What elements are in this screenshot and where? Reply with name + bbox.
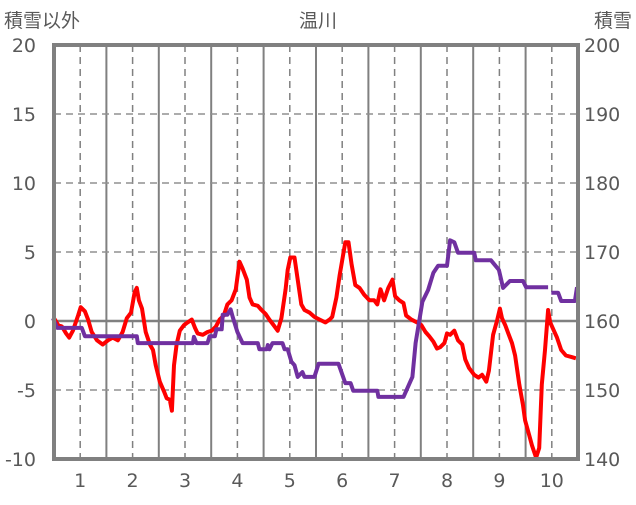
x-tick-label: 2 (127, 470, 139, 492)
y-right-tick-label: 200 (584, 35, 620, 57)
y-right-tick-label: 150 (584, 380, 620, 402)
x-tick-label: 3 (179, 470, 191, 492)
left-axis-label: 積雪以外 (4, 10, 80, 32)
x-tick-label: 8 (441, 470, 453, 492)
y-right-tick-label: 180 (584, 173, 620, 195)
plot-border (52, 43, 580, 461)
series-lines (51, 238, 579, 460)
x-tick-label: 1 (74, 470, 86, 492)
right-axis-label: 積雪 (594, 10, 632, 32)
y-right-tick-label: 190 (584, 104, 620, 126)
x-tick-label: 5 (284, 470, 296, 492)
y-left-tick-label: 0 (24, 311, 36, 333)
y-left-tick-label: 20 (12, 35, 36, 57)
y-right-tick-label: 170 (584, 242, 620, 264)
tick-labels: 1 2 3 4 5 6 7 8 9 10 20 15 10 5 0 -5 -10 200 190 180 170 160 1… (5, 35, 620, 492)
y-right-tick-label: 140 (584, 449, 620, 471)
x-tick-label: 7 (389, 470, 401, 492)
x-tick-label: 9 (493, 470, 505, 492)
series-line-temperature (52, 240, 577, 460)
series-line-snow-depth (51, 238, 579, 399)
x-tick-label: 10 (540, 470, 564, 492)
y-left-tick-label: 15 (12, 104, 36, 126)
x-tick-label: 6 (336, 470, 348, 492)
y-right-tick-label: 160 (584, 311, 620, 333)
grid (54, 45, 578, 459)
y-left-tick-label: -5 (17, 380, 36, 402)
y-left-tick-label: -10 (5, 449, 36, 471)
chart-title: 温川 (299, 10, 337, 32)
y-left-tick-label: 5 (24, 242, 36, 264)
x-tick-label: 4 (231, 470, 243, 492)
y-left-tick-label: 10 (12, 173, 36, 195)
